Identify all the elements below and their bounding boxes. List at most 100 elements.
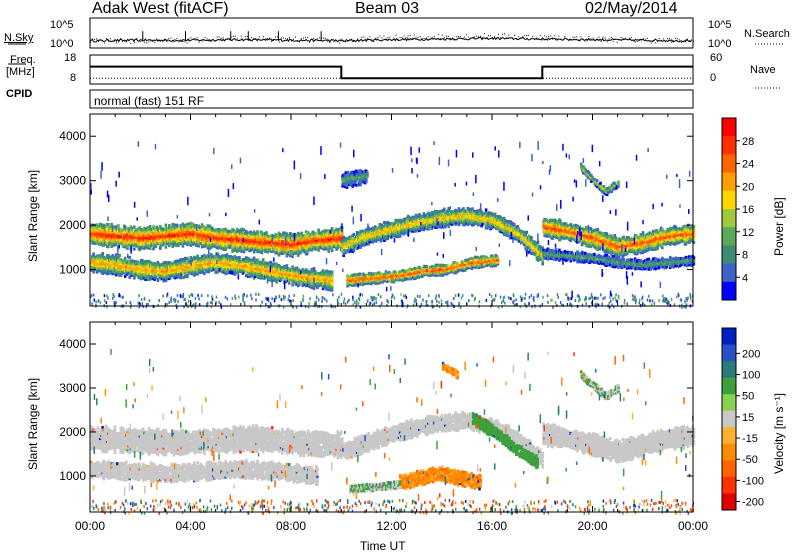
power-cell bbox=[108, 240, 111, 244]
nsearch-point bbox=[116, 42, 118, 44]
power-cell bbox=[285, 264, 289, 268]
nsearch-point bbox=[256, 40, 258, 42]
power-cell bbox=[179, 274, 182, 278]
nsearch-point bbox=[526, 35, 528, 37]
power-cell bbox=[265, 231, 268, 235]
power-cell bbox=[313, 231, 317, 235]
power-cell bbox=[133, 276, 136, 280]
nsearch-point bbox=[242, 39, 244, 41]
nsearch-point bbox=[341, 38, 343, 40]
nsky-frame bbox=[89, 17, 694, 49]
nsearch-point bbox=[610, 37, 612, 39]
nsearch-point bbox=[598, 36, 600, 38]
nsearch-point bbox=[373, 41, 375, 43]
nsearch-point bbox=[570, 39, 572, 41]
nsearch-point bbox=[363, 36, 365, 38]
power-cell bbox=[123, 243, 127, 247]
power-cell bbox=[283, 233, 286, 237]
power-cell bbox=[201, 225, 205, 229]
power-cell bbox=[117, 256, 120, 260]
nsearch-point bbox=[96, 38, 98, 40]
nsearch-point bbox=[276, 36, 278, 38]
power-cell bbox=[192, 234, 196, 238]
power-cell bbox=[530, 235, 533, 239]
power-cell bbox=[197, 242, 200, 246]
power-cell bbox=[204, 228, 207, 232]
power-cell bbox=[144, 275, 147, 279]
nsearch-point bbox=[590, 38, 592, 40]
nsearch-point bbox=[381, 37, 383, 39]
power-cell bbox=[266, 250, 269, 254]
power-cell bbox=[95, 223, 99, 227]
power-cell bbox=[111, 254, 115, 258]
nsearch-point bbox=[150, 40, 152, 42]
nsearch-point bbox=[307, 37, 309, 39]
nsearch-point bbox=[293, 38, 295, 40]
power-cell bbox=[294, 235, 298, 239]
nsearch-point bbox=[345, 41, 347, 43]
nsearch-point bbox=[282, 37, 284, 39]
power-cell bbox=[273, 240, 276, 244]
nsearch-point bbox=[498, 33, 500, 35]
nsearch-point bbox=[196, 37, 198, 39]
power-cell bbox=[107, 223, 110, 227]
power-cell bbox=[273, 246, 276, 250]
nsearch-point bbox=[500, 37, 502, 39]
nsearch-point bbox=[204, 36, 206, 38]
nsearch-point bbox=[299, 41, 301, 43]
power-cell bbox=[317, 248, 320, 252]
power-cell bbox=[242, 230, 246, 234]
nsearch-point bbox=[489, 35, 491, 37]
power-cell bbox=[312, 267, 316, 271]
power-cell bbox=[296, 247, 300, 251]
nsearch-point bbox=[288, 37, 290, 39]
nsearch-point bbox=[668, 37, 670, 39]
nsearch-point bbox=[311, 38, 313, 40]
power-cell bbox=[325, 241, 328, 245]
nsearch-point bbox=[244, 36, 246, 38]
nsearch-point bbox=[546, 36, 548, 38]
nsearch-point bbox=[427, 36, 429, 38]
nsearch-point bbox=[403, 35, 405, 37]
power-cell bbox=[117, 244, 120, 248]
power-cell bbox=[123, 233, 127, 237]
power-cell bbox=[327, 249, 330, 253]
nsearch-point bbox=[554, 35, 556, 37]
power-cell bbox=[103, 228, 107, 232]
power-cell bbox=[252, 250, 256, 254]
power-cell bbox=[103, 271, 107, 275]
nsearch-point bbox=[349, 39, 351, 41]
nsearch-point bbox=[268, 37, 270, 39]
nsearch-tick-top: 10^5 bbox=[708, 19, 732, 31]
nsearch-point bbox=[674, 37, 676, 39]
power-cell bbox=[341, 234, 344, 238]
nsearch-point bbox=[383, 35, 385, 37]
nsearch-point bbox=[325, 37, 327, 39]
nsearch-point bbox=[463, 36, 465, 38]
nsearch-point bbox=[333, 41, 335, 43]
power-cell bbox=[119, 228, 122, 232]
power-cell bbox=[261, 243, 265, 247]
nsearch-point bbox=[218, 36, 220, 38]
nsearch-point bbox=[160, 39, 162, 41]
power-cell bbox=[173, 233, 177, 237]
nsearch-point bbox=[136, 38, 138, 40]
power-cell bbox=[186, 226, 189, 230]
power-cell bbox=[164, 225, 168, 229]
power-cell bbox=[189, 243, 193, 247]
nsearch-point bbox=[510, 37, 512, 39]
power-cell bbox=[310, 248, 314, 252]
nsearch-point bbox=[395, 34, 397, 36]
nsearch-point bbox=[170, 37, 172, 39]
nsearch-point bbox=[504, 33, 506, 35]
nsearch-point bbox=[576, 36, 578, 38]
power-cell bbox=[168, 228, 171, 232]
power-cell bbox=[282, 249, 285, 253]
nsearch-point bbox=[672, 40, 674, 42]
power-cell bbox=[104, 242, 108, 246]
power-cell bbox=[135, 234, 138, 238]
power-cell bbox=[119, 242, 122, 246]
cpid-label: CPID bbox=[6, 88, 33, 100]
nsearch-point bbox=[459, 36, 461, 38]
nsearch-point bbox=[580, 36, 582, 38]
